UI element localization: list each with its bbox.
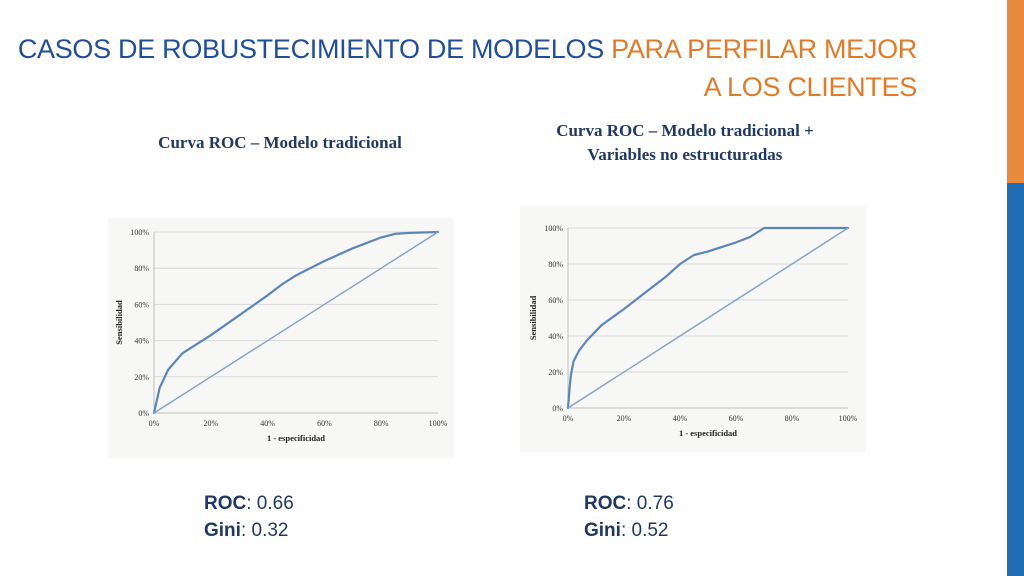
random-classifier-diagonal bbox=[153, 231, 439, 414]
x-tick-label: 80% bbox=[785, 414, 800, 423]
x-axis-label: 1 - especificidad bbox=[267, 433, 325, 443]
y-tick-label: 0% bbox=[552, 404, 563, 413]
x-tick-label: 0% bbox=[149, 419, 160, 428]
slide-title-part2: PARA PERFILAR MEJOR bbox=[611, 34, 917, 64]
roc-curve bbox=[152, 230, 440, 415]
y-tick-label: 0% bbox=[138, 409, 149, 418]
y-tick-label: 80% bbox=[134, 264, 149, 273]
y-axis-label: Sensibilidad bbox=[528, 296, 538, 341]
chart-title-traditional: Curva ROC – Modelo tradicional bbox=[158, 133, 402, 152]
roc-chart-unstructured: 0% 20% 40% 60% 80% 100% 0% 20% 40% 60% 80% 100% 1 - … bbox=[520, 206, 866, 452]
roc-stat: ROC: 0.66 bbox=[204, 493, 294, 514]
accent-stripe-blue bbox=[1007, 183, 1024, 576]
slide-title-part3: A LOS CLIENTES bbox=[703, 72, 918, 102]
x-tick-label: 100% bbox=[429, 419, 448, 428]
x-tick-label: 40% bbox=[673, 414, 688, 423]
y-tick-label: 100% bbox=[130, 228, 149, 237]
roc-curve bbox=[566, 226, 850, 410]
random-classifier-diagonal bbox=[567, 227, 849, 409]
roc-chart-traditional-svg: 0% 20% 40% 60% 80% 100% 0% 20% 40% 60% 80% 100% 1 - … bbox=[114, 228, 448, 443]
x-tick-label: 60% bbox=[317, 419, 332, 428]
y-tick-label: 20% bbox=[134, 373, 149, 382]
roc-chart-traditional: 0% 20% 40% 60% 80% 100% 0% 20% 40% 60% 80% 100% 1 - … bbox=[108, 218, 454, 458]
y-tick-label: 80% bbox=[548, 260, 563, 269]
x-tick-label: 20% bbox=[203, 419, 218, 428]
x-tick-label: 20% bbox=[617, 414, 632, 423]
roc-stat: ROC: 0.76 bbox=[584, 493, 674, 514]
y-tick-label: 100% bbox=[544, 224, 563, 233]
slide-title: CASOS DE ROBUSTECIMIENTO DE MODELOS PARA… bbox=[17, 30, 917, 106]
x-tick-label: 60% bbox=[729, 414, 744, 423]
y-tick-label: 40% bbox=[134, 337, 149, 346]
y-tick-label: 20% bbox=[548, 368, 563, 377]
slide-title-part1: CASOS DE ROBUSTECIMIENTO DE MODELOS bbox=[17, 34, 612, 64]
stats-traditional: ROC: 0.66 Gini: 0.32 bbox=[204, 490, 294, 544]
roc-chart-unstructured-svg: 0% 20% 40% 60% 80% 100% 0% 20% 40% 60% 80% 100% 1 - … bbox=[528, 224, 858, 438]
gini-stat: Gini: 0.32 bbox=[204, 520, 289, 541]
gini-stat: Gini: 0.52 bbox=[584, 520, 669, 541]
x-tick-label: 80% bbox=[374, 419, 389, 428]
y-tick-label: 40% bbox=[548, 332, 563, 341]
chart-title-unstructured: Curva ROC – Modelo tradicional + Variabl… bbox=[556, 121, 814, 164]
x-axis-label: 1 - especificidad bbox=[679, 428, 737, 438]
x-tick-label: 0% bbox=[563, 414, 574, 423]
y-tick-label: 60% bbox=[134, 300, 149, 309]
y-axis-label: Sensibilidad bbox=[114, 300, 124, 345]
x-tick-label: 100% bbox=[839, 414, 858, 423]
accent-stripe-orange bbox=[1007, 0, 1024, 183]
y-tick-label: 60% bbox=[548, 296, 563, 305]
x-tick-label: 40% bbox=[260, 419, 275, 428]
stats-unstructured: ROC: 0.76 Gini: 0.52 bbox=[584, 490, 674, 544]
